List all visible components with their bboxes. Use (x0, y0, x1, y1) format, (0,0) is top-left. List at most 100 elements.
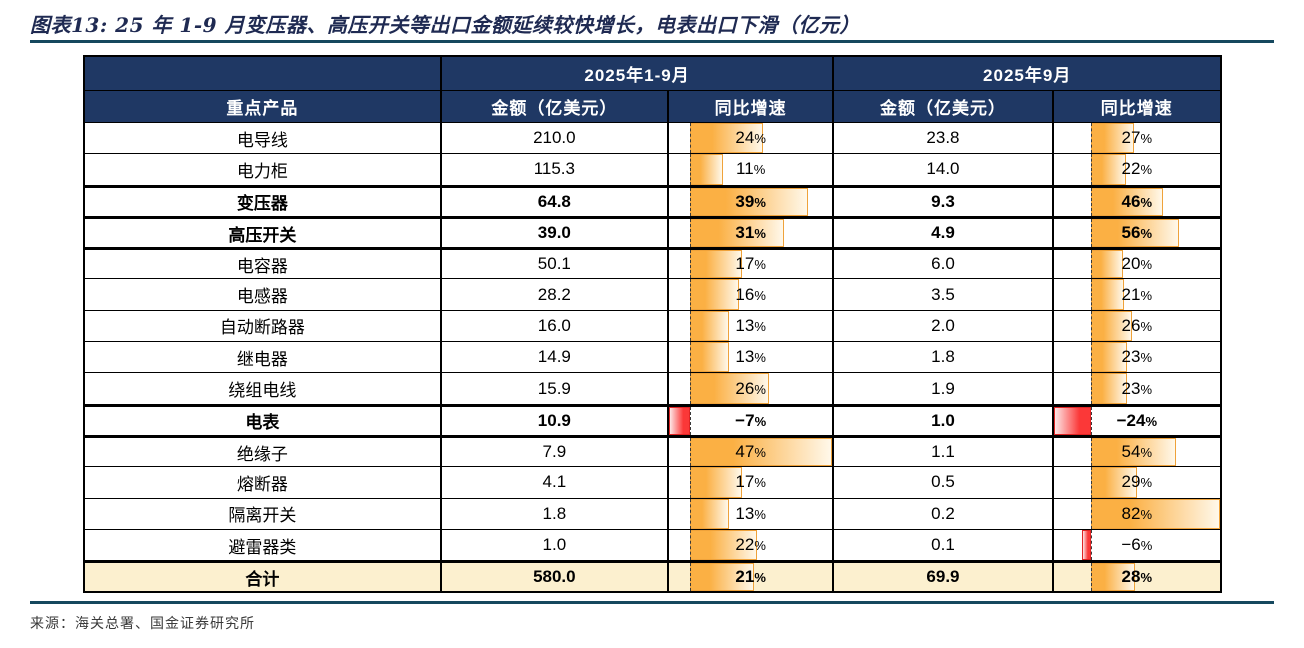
percent-sign: % (1140, 257, 1153, 273)
zero-axis-line (1091, 498, 1093, 529)
table-row: 电力柜 115.3 11% 14.0 22% (85, 153, 1220, 185)
percent-sign: % (754, 381, 766, 397)
percent-sign: % (754, 506, 766, 522)
growth-label: −7% (735, 410, 767, 430)
percent-sign: % (1140, 570, 1153, 586)
growth-cell: 13% (666, 342, 832, 373)
zero-axis-line (1091, 123, 1093, 154)
header-amount-september: 金额（亿美元） (832, 90, 1051, 122)
growth-cell: 47% (666, 437, 833, 467)
percent-sign: % (754, 194, 766, 210)
product-cell: 绝缘子 (236, 444, 288, 464)
percent-sign: % (1140, 131, 1153, 147)
header-product: 重点产品 (226, 98, 299, 118)
figure-title: 图表13: 25 年 1-9 月变压器、高压开关等出口金额延续较快增长，电表出口… (30, 13, 861, 37)
growth-cell: 39% (666, 187, 832, 216)
growth-cell: 54% (1051, 437, 1220, 467)
percent-sign: % (754, 318, 766, 334)
growth-cell: 17% (666, 250, 832, 279)
growth-label: −6% (1121, 535, 1153, 554)
positive-growth-bar (1091, 498, 1220, 529)
percent-sign: % (1140, 287, 1153, 303)
product-cell: 绕组电线 (228, 381, 297, 401)
zero-axis-line (1091, 279, 1093, 310)
growth-label: 16% (735, 284, 766, 304)
product-cell: 熔断器 (236, 474, 288, 494)
growth-label: 22% (735, 535, 766, 554)
growth-label: 23% (1121, 378, 1153, 398)
positive-growth-bar (1091, 467, 1137, 498)
growth-label: 13% (735, 347, 766, 367)
percent-sign: % (754, 131, 766, 147)
amount-ytd-cell: 115.3 (439, 154, 667, 185)
product-cell: 高压开关 (228, 225, 297, 245)
positive-growth-bar (1091, 279, 1125, 310)
bottom-divider-line (30, 601, 1274, 604)
header-blank-cell (85, 57, 440, 90)
table-row: 绕组电线 15.9 26% 1.9 23% (85, 372, 1220, 404)
amount-ytd-cell: 50.1 (439, 250, 667, 279)
zero-axis-line (1091, 154, 1093, 185)
percent-sign: % (1140, 538, 1153, 553)
negative-growth-bar (1053, 406, 1092, 435)
amount-ytd-cell: 28.2 (439, 279, 667, 310)
zero-axis-line (690, 406, 692, 435)
growth-cell: 56% (1051, 218, 1220, 248)
amount-ytd-cell: 210.0 (439, 123, 667, 154)
amount-ytd-cell: 39.0 (439, 218, 667, 248)
amount-september-cell: 9.3 (832, 187, 1051, 216)
percent-sign: % (1140, 162, 1153, 178)
percent-sign: % (1140, 381, 1153, 397)
header-growth-ytd: 同比增速 (666, 90, 832, 122)
positive-growth-bar (690, 250, 742, 279)
zero-axis-line (1091, 467, 1093, 498)
positive-growth-bar (690, 342, 730, 373)
zero-axis-line (1091, 187, 1093, 216)
zero-axis-line (690, 310, 692, 342)
product-cell: 电表 (245, 413, 280, 433)
growth-cell: 46% (1051, 187, 1220, 216)
growth-label: 47% (735, 442, 766, 462)
growth-cell: −6% (1051, 529, 1220, 561)
growth-label: 39% (735, 191, 766, 211)
positive-growth-bar (690, 154, 724, 185)
export-data-table: 2025年1-9月 2025年9月 重点产品 金额（亿美元） 同比增速 金额（亿美元） 同比… (83, 55, 1222, 594)
zero-axis-line (690, 437, 692, 467)
product-cell: 电导线 (236, 130, 288, 150)
header-amount-ytd: 金额（亿美元） (439, 90, 667, 122)
amount-september-cell: 14.0 (832, 154, 1051, 185)
header-column-row: 重点产品 金额（亿美元） 同比增速 金额（亿美元） 同比增速 (85, 89, 1220, 122)
amount-september-cell: 4.9 (832, 218, 1051, 248)
amount-september-cell: 1.9 (832, 373, 1051, 404)
growth-cell: 24% (666, 123, 832, 154)
zero-axis-line (1091, 437, 1093, 467)
growth-label: 28% (1121, 567, 1153, 587)
product-cell: 合计 (85, 563, 440, 592)
percent-sign: % (1140, 445, 1153, 461)
percent-sign: % (1140, 194, 1153, 210)
growth-cell: 22% (666, 529, 832, 561)
zero-axis-line (1091, 563, 1093, 592)
growth-cell: 13% (666, 310, 832, 342)
growth-label: 82% (1121, 503, 1153, 523)
zero-axis-line (690, 123, 692, 154)
table-row: 高压开关 39.0 31% 4.9 56% (85, 215, 1220, 248)
header-group-ytd: 2025年1-9月 (439, 57, 833, 90)
growth-label: 20% (1121, 254, 1153, 274)
growth-cell: −24% (1051, 406, 1220, 435)
table-row: 熔断器 4.1 17% 0.5 29% (85, 466, 1220, 498)
amount-september-cell: 1.8 (832, 342, 1051, 373)
negative-growth-bar (668, 406, 691, 435)
top-divider-line (30, 40, 1274, 43)
positive-growth-bar (1091, 310, 1133, 342)
amount-ytd-cell: 16.0 (439, 310, 667, 342)
percent-sign: % (754, 287, 766, 303)
zero-axis-line (1091, 406, 1093, 435)
product-cell: 电容器 (236, 256, 288, 276)
growth-label: 27% (1121, 128, 1153, 148)
product-cell: 自动断路器 (219, 318, 305, 338)
growth-label: 29% (1121, 472, 1153, 492)
positive-growth-bar (1091, 563, 1136, 592)
product-cell: 变压器 (236, 194, 288, 214)
zero-axis-line (690, 498, 692, 529)
